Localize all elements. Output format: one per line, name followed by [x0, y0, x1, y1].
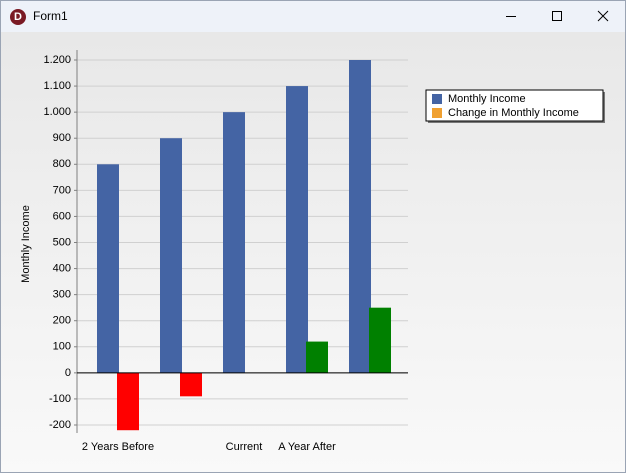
y-tick-label: 0	[65, 367, 71, 379]
bar	[306, 341, 328, 373]
maximize-button[interactable]	[534, 1, 580, 32]
x-tick-label: 2 Years Before	[82, 441, 154, 453]
y-tick-label: -100	[49, 393, 71, 405]
y-axis-title: Monthly Income	[20, 205, 32, 283]
bar	[286, 86, 308, 373]
legend-label: Monthly Income	[448, 93, 526, 105]
y-tick-label: 700	[53, 184, 71, 196]
legend-swatch	[432, 94, 442, 104]
bar	[160, 138, 182, 373]
bar	[180, 372, 202, 397]
y-tick-label: 200	[53, 315, 71, 327]
x-tick-label: A Year After	[278, 441, 336, 453]
legend-box	[425, 89, 604, 122]
y-tick-label: 100	[53, 341, 71, 353]
x-tick-label: Current	[226, 441, 263, 453]
y-tick-label: 800	[53, 158, 71, 170]
title-bar: D Form1	[1, 1, 625, 32]
legend-label: Change in Monthly Income	[448, 107, 579, 119]
y-tick-label: 400	[53, 262, 71, 274]
window-title: Form1	[33, 9, 68, 23]
y-tick-label: -200	[49, 419, 71, 431]
minimize-button[interactable]	[488, 1, 534, 32]
bar	[369, 307, 391, 373]
y-tick-label: 1.100	[43, 80, 71, 92]
y-tick-label: 500	[53, 236, 71, 248]
bar	[223, 112, 245, 373]
y-tick-label: 600	[53, 210, 71, 222]
legend-swatch	[432, 108, 442, 118]
chart: Monthly Income -200 -100 0 100 200 300 400 500 6…	[1, 32, 625, 472]
close-button[interactable]	[580, 1, 626, 32]
bar	[97, 164, 119, 373]
y-tick-label: 900	[53, 132, 71, 144]
y-tick-label: 300	[53, 289, 71, 301]
bar	[117, 372, 139, 431]
y-tick-label: 1.000	[43, 106, 71, 118]
bar	[349, 60, 371, 373]
y-tick-label: 1.200	[43, 54, 71, 66]
app-icon: D	[10, 9, 26, 25]
